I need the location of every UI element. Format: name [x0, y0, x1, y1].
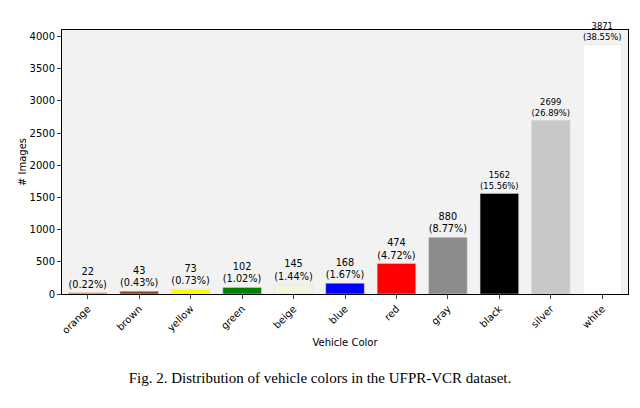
svg-text:green: green [219, 303, 247, 331]
svg-text:2500: 2500 [30, 128, 55, 139]
svg-text:silver: silver [529, 303, 556, 330]
svg-text:Vehicle Color: Vehicle Color [312, 337, 378, 348]
svg-text:2699(26.89%): 2699(26.89%) [532, 97, 570, 118]
svg-text:3500: 3500 [30, 63, 55, 74]
svg-text:gray: gray [429, 303, 453, 327]
html-text:Fig. 2. Distribution of vehicl: Fig. 2. Distribution of vehicle colors i… [128, 370, 512, 386]
svg-text:yellow: yellow [165, 303, 195, 333]
svg-text:0: 0 [49, 289, 55, 300]
svg-text:brown: brown [115, 303, 145, 333]
svg-text:1500: 1500 [30, 192, 55, 203]
svg-text:blue: blue [327, 303, 350, 326]
svg-text:3000: 3000 [30, 95, 55, 106]
svg-text:880(8.77%): 880(8.77%) [429, 211, 467, 235]
svg-text:43(0.43%): 43(0.43%) [120, 265, 158, 289]
svg-text:145(1.44%): 145(1.44%) [274, 258, 312, 282]
svg-text:1000: 1000 [30, 224, 55, 235]
svg-text:73(0.73%): 73(0.73%) [171, 263, 209, 287]
svg-text:black: black [478, 303, 505, 330]
svg-text:white: white [580, 303, 607, 330]
svg-text:beige: beige [271, 303, 298, 330]
svg-text:168(1.67%): 168(1.67%) [326, 257, 364, 281]
svg-text:orange: orange [60, 303, 93, 336]
svg-text:# Images: # Images [17, 138, 28, 186]
svg-text:22(0.22%): 22(0.22%) [68, 266, 106, 290]
svg-text:1562(15.56%): 1562(15.56%) [480, 170, 518, 191]
svg-text:2000: 2000 [30, 160, 55, 171]
svg-text:3871(38.55%): 3871(38.55%) [583, 21, 621, 42]
svg-text:102(1.02%): 102(1.02%) [223, 261, 261, 285]
svg-text:4000: 4000 [30, 31, 55, 42]
svg-text:red: red [382, 303, 401, 322]
svg-text:474(4.72%): 474(4.72%) [377, 237, 415, 261]
svg-text:500: 500 [36, 256, 55, 267]
